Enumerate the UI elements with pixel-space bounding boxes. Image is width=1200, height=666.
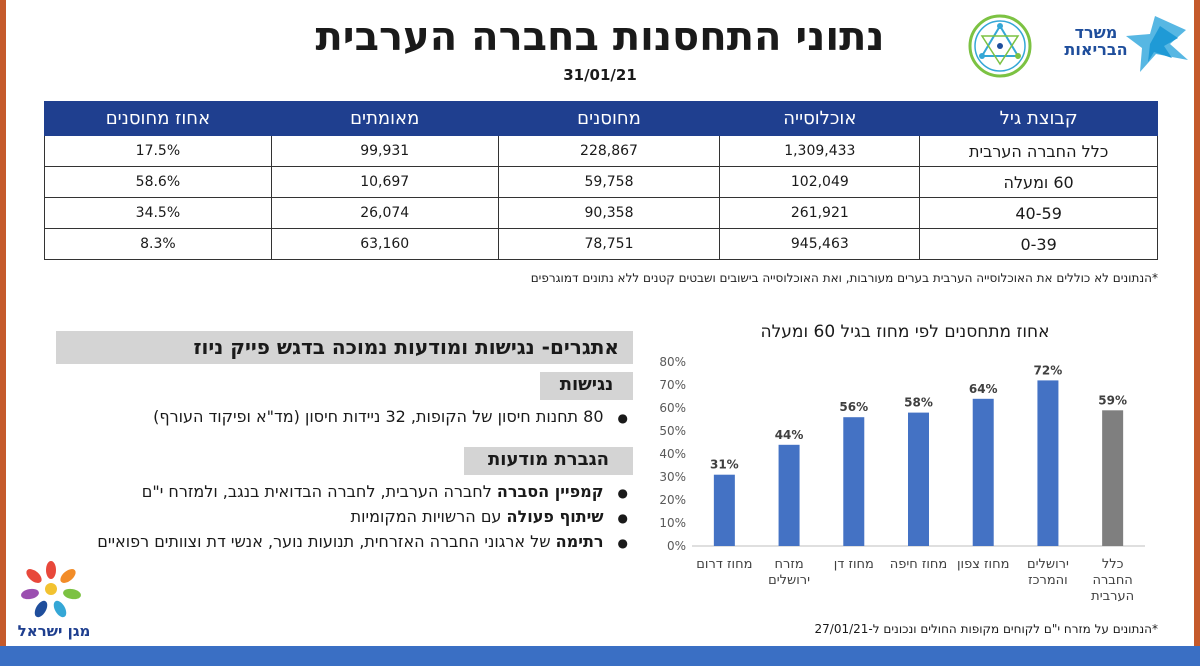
awareness-text: לחברה הערבית, לחברה הבדואית בנגב, ולמזרח… [141,482,497,501]
table-header-row: קבוצת גיל אוכלוסייה מחוסנים מאומתים אחוז… [44,101,1158,136]
header-percent: אחוז מחוסנים [44,101,272,136]
vaccination-table: קבוצת גיל אוכלוסייה מחוסנים מאומתים אחוז… [44,101,1158,260]
table-footnote: *הנתונים לא כוללים את האוכלוסייה הערבית … [530,271,1158,285]
cell-population: 1,309,433 [719,135,921,167]
bar [972,398,994,546]
cell-age: כלל החברה הערבית [919,135,1158,167]
table-row: כלל החברה הערבית 1,309,433 228,867 99,93… [44,135,1158,167]
table-row: 40-59 261,921 90,358 26,074 34.5% [44,197,1158,229]
y-tick-label: 50% [659,424,686,438]
cell-vaccinated: 228,867 [497,135,721,167]
cell-percent: 58.6% [44,166,272,198]
category-label: ירושלים והמרכז [1027,557,1069,588]
cell-percent: 17.5% [44,135,272,167]
cell-percent: 34.5% [44,197,272,229]
report-date: 31/01/21 [563,66,637,84]
awareness-bold: קמפיין הסברה [496,482,604,501]
awareness-bullet: ● רתימה של ארגוני החברה האזרחית, תנועות נ… [97,532,628,551]
data-label: 31% [710,458,739,472]
bar [1037,380,1059,546]
frame-left-border [0,0,6,666]
y-tick-label: 20% [659,493,686,507]
cell-age: 60 ומעלה [919,166,1158,198]
bullet-dot-icon: ● [617,511,628,525]
awareness-text: עם הרשויות המקומיות [350,507,507,526]
cell-vaccinated: 78,751 [497,228,721,260]
y-tick-label: 80% [659,355,686,369]
cell-vaccinated: 59,758 [497,166,721,198]
frame-right-border [1194,0,1200,666]
bar [908,412,929,546]
cell-age: 40-59 [919,197,1158,229]
data-label: 56% [839,400,868,414]
cell-confirmed: 26,074 [270,197,499,229]
bullet-dot-icon: ● [617,411,628,425]
data-label: 58% [904,396,933,410]
y-tick-label: 0% [667,539,686,553]
bar [778,444,800,546]
header-age-group: קבוצת גיל [919,101,1158,136]
network-logo-icon [968,14,1032,78]
y-tick-label: 30% [659,470,686,484]
y-tick-label: 60% [659,401,686,415]
cell-confirmed: 10,697 [270,166,499,198]
data-label: 59% [1098,393,1127,407]
accessibility-label: נגישות [540,372,633,400]
awareness-text: של ארגוני החברה האזרחית, תנועות נוער, אנ… [97,532,556,551]
accessibility-bullet: ● 80 תחנות חיסון של הקופות, 32 ניידות חיס… [153,407,628,426]
y-tick-label: 10% [659,516,686,530]
ministry-of-health-logo-icon [1126,16,1188,72]
y-tick-label: 70% [659,378,686,392]
bullet-dot-icon: ● [617,536,628,550]
cell-population: 945,463 [719,228,921,260]
data-label: 72% [1034,363,1063,377]
cell-percent: 8.3% [44,228,272,260]
cell-confirmed: 63,160 [270,228,499,260]
chart-title: אחוז מתחסנים לפי מחוז בגיל 60 ומעלה [760,322,1050,342]
awareness-label: הגברת מודעות [464,447,633,475]
header-population: אוכלוסייה [719,101,921,136]
table-row: 60 ומעלה 102,049 59,758 10,697 58.6% [44,166,1158,198]
bottom-bar [0,646,1200,666]
district-vaccination-chart: 0% 10% 20% 30% 40% 50% 60% 70% 80% 31% מחוז דרום 44… [659,355,1145,604]
data-label: 44% [775,428,804,442]
data-label: 64% [969,382,998,396]
bullet-dot-icon: ● [617,486,628,500]
awareness-bold: שיתוף פעולה [506,507,604,526]
magen-israel-name: מגן ישראל [17,622,91,640]
awareness-bullet: ● שיתוף פעולה עם הרשויות המקומיות [351,507,628,526]
category-label: מחוז דן [834,557,874,572]
header-confirmed: מאומתים [270,101,499,136]
category-label: מחוז דרום [696,557,752,572]
awareness-bullet: ● קמפיין הסברה לחברה הערבית, לחברה הבדואי… [142,482,628,501]
category-label: מחוז צפון [957,557,1009,572]
cell-vaccinated: 90,358 [497,197,721,229]
category-label: כלל החברה הערבית [1091,557,1134,604]
cell-population: 102,049 [719,166,921,198]
bar [1102,410,1124,546]
chart-footnote: *הנתונים על מזרח י"ם לקוחים מקופות החולי… [814,622,1158,636]
awareness-bold: רתימה [555,532,604,551]
page-title: נתוני התחסנות בחברה הערבית [315,14,885,60]
cell-confirmed: 99,931 [270,135,499,167]
category-label: מזרח ירושלים [768,557,810,588]
magen-israel-logo-icon [21,561,81,618]
ministry-name: משרד הבריאות [1064,23,1128,59]
cell-age: 0-39 [919,228,1158,260]
header-vaccinated: מחוסנים [497,101,721,136]
challenges-heading: אתגרים- נגישות ומודעות נמוכה בדגש פייק נ… [56,331,633,364]
table-row: 0-39 945,463 78,751 63,160 8.3% [44,228,1158,260]
y-tick-label: 40% [659,447,686,461]
accessibility-text: 80 תחנות חיסון של הקופות, 32 ניידות חיסו… [153,407,604,426]
cell-population: 261,921 [719,197,921,229]
bar [843,417,865,546]
bar [713,474,735,546]
category-label: מחוז חיפה [890,557,948,572]
